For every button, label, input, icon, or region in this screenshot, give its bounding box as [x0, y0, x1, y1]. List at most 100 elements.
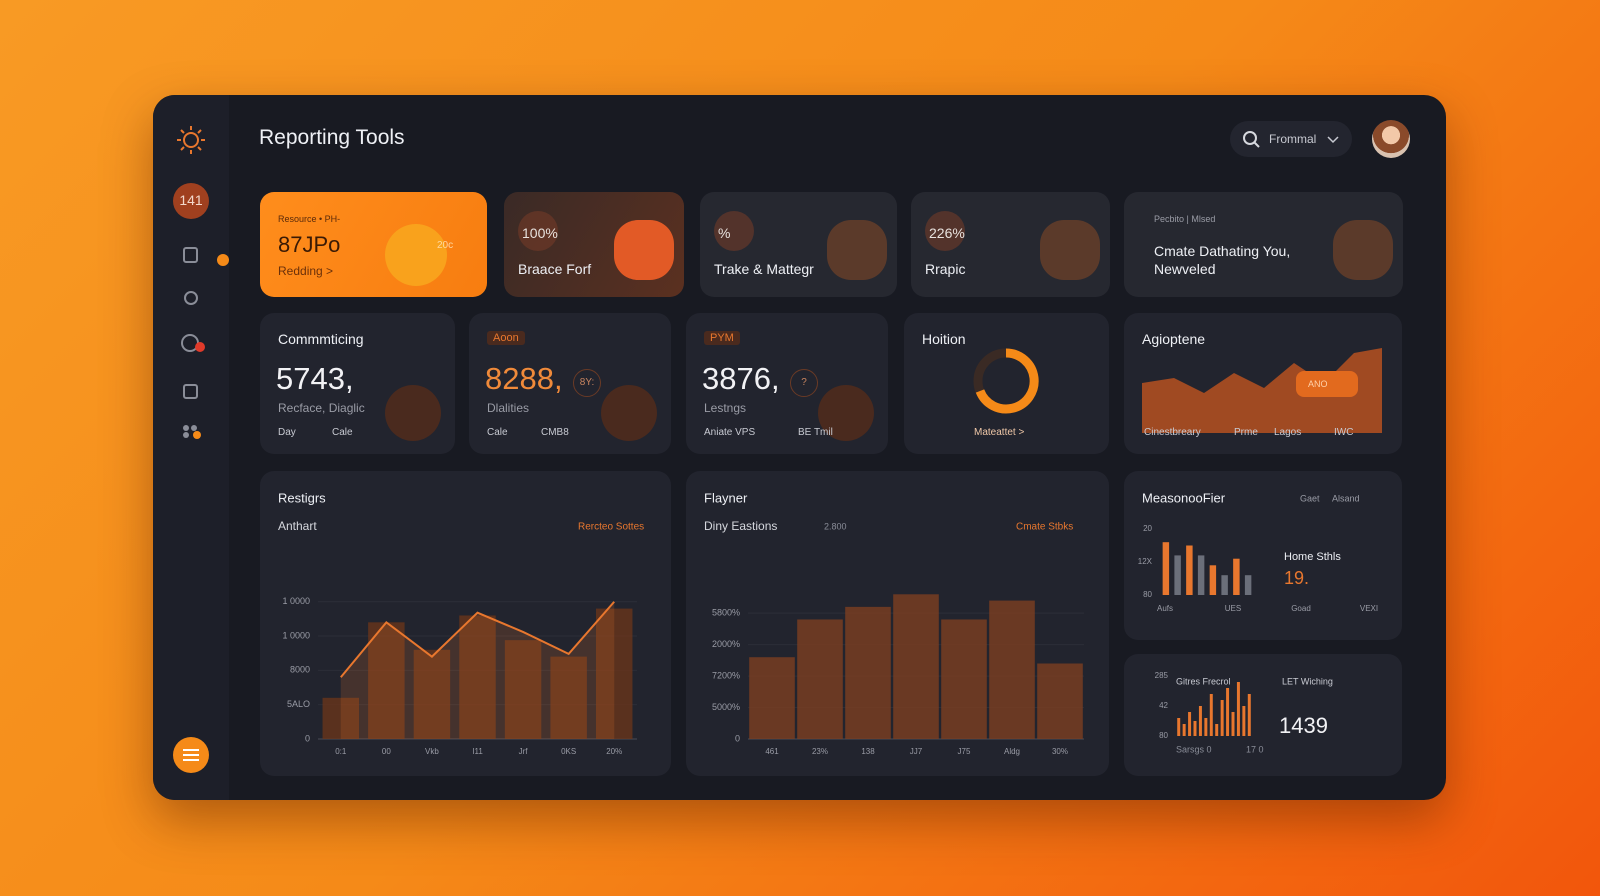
card-label: Cmate Dathating You, Newveled	[1154, 243, 1291, 277]
bar	[1193, 721, 1197, 736]
nav-icon[interactable]	[183, 384, 198, 399]
x-tick-label: 0KS	[561, 747, 576, 756]
bar	[1162, 542, 1170, 595]
foot-label: Mateattet >	[974, 427, 1025, 438]
x-label: Aufs	[1157, 604, 1173, 613]
value-circle	[714, 211, 754, 251]
sub-label: Recface, Diaglic	[278, 401, 365, 415]
x-tick-label: 461	[765, 747, 779, 756]
chart-text: Home Sthls	[1284, 551, 1341, 563]
bar	[1215, 724, 1219, 736]
y-tick-label: 1 0000	[282, 596, 310, 606]
axis-label: 285	[1155, 671, 1169, 680]
top-card[interactable]: 226% Rrapic	[911, 192, 1110, 297]
chart-text: 17 0	[1246, 744, 1264, 754]
axis-label: 80	[1159, 731, 1168, 740]
card-caption: Resource • PH-	[278, 214, 341, 224]
stat-card: Hoition Mateattet >	[904, 313, 1109, 454]
search-icon	[1243, 131, 1260, 148]
badge[interactable]	[173, 183, 209, 219]
page-title: Reporting Tools	[259, 126, 405, 149]
bar	[1197, 555, 1205, 595]
dashboard: 141 Reporting Tools Frommal Resource • P…	[153, 95, 1446, 800]
badge: 8Y:	[573, 369, 601, 397]
bar	[550, 656, 587, 739]
sub-label: Lestngs	[704, 401, 747, 415]
card-title: PYM	[704, 331, 740, 345]
y-tick-label: 8000	[290, 665, 310, 675]
x-tick-label: I11	[472, 747, 483, 756]
decor-blob	[1333, 220, 1393, 280]
axis-label: 80	[1143, 590, 1152, 599]
indicator	[217, 254, 229, 266]
avatar[interactable]	[1372, 120, 1410, 158]
card-label: Braace Forf	[518, 261, 592, 277]
top-card[interactable]: 100% Braace Forf	[504, 192, 684, 297]
chart-text: Gaet	[1300, 493, 1320, 503]
bar	[797, 619, 843, 739]
foot-label: Day	[278, 427, 296, 438]
top-card[interactable]: Pecbito | Mlsed Cmate Dathating You, Newv…	[1124, 192, 1403, 297]
chart-text: Cmate Stbks	[1016, 522, 1073, 533]
chart-title: Flayner	[704, 490, 748, 505]
line	[340, 601, 615, 678]
decor-blob	[818, 385, 874, 441]
foot-label: Cale	[332, 427, 353, 438]
chart-title: Restigrs	[278, 490, 326, 505]
chart-text: Rercteo Sottes	[578, 522, 644, 533]
decor-blob	[827, 220, 887, 280]
bar	[749, 657, 795, 739]
nav-icon[interactable]	[183, 425, 197, 438]
bar	[1182, 724, 1186, 736]
bar	[893, 594, 939, 739]
nav-icon[interactable]	[184, 291, 198, 305]
logo	[177, 126, 205, 154]
chart-text: Alsand	[1332, 493, 1360, 503]
chart-card: Gitres Frecrol LET Wiching 1439 Sarsgs 0 17 …	[1124, 654, 1402, 776]
decor-blob	[601, 385, 657, 441]
nav-icon[interactable]	[183, 247, 198, 263]
card-tag: 20c	[437, 240, 454, 251]
bar	[1204, 718, 1208, 736]
x-tick-label: Jrf	[519, 747, 529, 756]
chart-text: Diny Eastions	[704, 519, 777, 533]
bar	[1174, 555, 1181, 595]
card-value: 3876,	[702, 361, 780, 396]
bar	[1037, 663, 1083, 739]
y-tick-label: 5000%	[712, 702, 740, 712]
bar	[845, 606, 891, 739]
donut	[973, 348, 1039, 414]
card-value: 100%	[522, 225, 558, 241]
stat-card: Aoon 8288, Dlalities 8Y: Cale CMB8	[469, 313, 671, 454]
bar	[1177, 718, 1181, 736]
bar	[595, 608, 633, 739]
value-circle	[925, 211, 965, 251]
axis-label: 42	[1159, 701, 1168, 710]
top-card[interactable]: Resource • PH- 87JPo Redding > 20c	[260, 192, 487, 297]
search-box[interactable]: Frommal	[1230, 121, 1352, 157]
bar	[1242, 706, 1246, 736]
top-card[interactable]: % Trake & Mattegr	[700, 192, 897, 297]
bar	[1198, 706, 1202, 736]
decor-blob	[1040, 220, 1100, 280]
chart: Restigrs Anthart Rercteo Sottes 0 5ALO 8000 1 …	[278, 490, 644, 756]
bar	[1209, 565, 1217, 595]
stat-card: Agioptene ANO Cinestbreary Prme Lagos IWC	[1124, 313, 1402, 454]
bar	[1221, 575, 1228, 595]
foot-label: BE Tmil	[798, 427, 833, 438]
x-tick-label: 30%	[1052, 747, 1068, 756]
card-button: ANO	[1296, 371, 1358, 397]
card-link: Redding >	[278, 264, 334, 278]
badge-label: 141	[179, 192, 203, 208]
card-caption: Pecbito | Mlsed	[1154, 214, 1216, 224]
x-tick-label: 23%	[812, 747, 828, 756]
x-tick-label: JJ7	[910, 747, 923, 756]
chart-text: 2.800	[824, 521, 847, 531]
bar	[368, 622, 405, 739]
sidebar-icons	[173, 126, 209, 773]
bar	[1186, 545, 1193, 595]
menu-icon	[183, 749, 199, 761]
foot-label: Cale	[487, 427, 508, 438]
y-tick-label: 7200%	[712, 670, 740, 680]
